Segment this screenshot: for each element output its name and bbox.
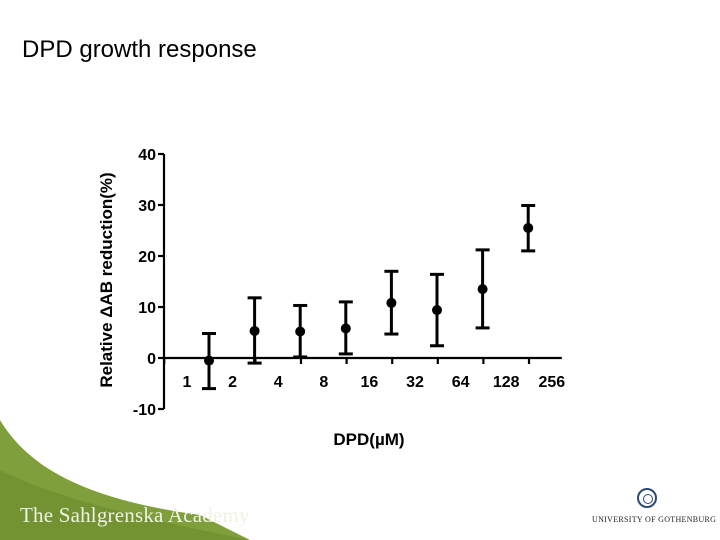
- footer-university-name: UNIVERSITY OF GOTHENBURG: [592, 515, 717, 524]
- x-tick-label: 16: [361, 374, 379, 391]
- x-axis-label: DPD(µM): [333, 430, 404, 449]
- university-seal-icon: [637, 488, 657, 508]
- x-tick-label: 2: [228, 374, 237, 391]
- data-point: [432, 305, 442, 316]
- x-tick-label: 8: [319, 374, 328, 391]
- y-tick-label: 30: [138, 198, 156, 215]
- data-point: [249, 325, 260, 336]
- footer-band-shade: [0, 470, 250, 540]
- data-point: [340, 323, 351, 334]
- data-point: [477, 284, 488, 295]
- y-tick-label: 40: [138, 147, 156, 164]
- y-axis-label: Relative ΔAB reduction(%): [97, 172, 116, 387]
- x-tick-label: 4: [274, 374, 283, 391]
- footer-academy-name: The Sahlgrenska Academy: [20, 503, 250, 527]
- y-tick-label: 10: [138, 300, 156, 317]
- y-tick-label: 0: [147, 351, 156, 368]
- x-tick-label: 1: [183, 374, 192, 391]
- x-tick-label: 256: [538, 374, 565, 391]
- x-tick-label: 32: [406, 374, 424, 391]
- y-tick-label: -10: [133, 402, 156, 419]
- y-tick-label: 20: [138, 249, 156, 266]
- x-tick-label: 128: [493, 374, 520, 391]
- data-point: [295, 326, 306, 337]
- x-tick-label: 64: [452, 374, 470, 391]
- data-point: [204, 355, 214, 366]
- slide-title: DPD growth response: [22, 36, 257, 63]
- data-point: [523, 222, 534, 233]
- data-point: [386, 297, 397, 308]
